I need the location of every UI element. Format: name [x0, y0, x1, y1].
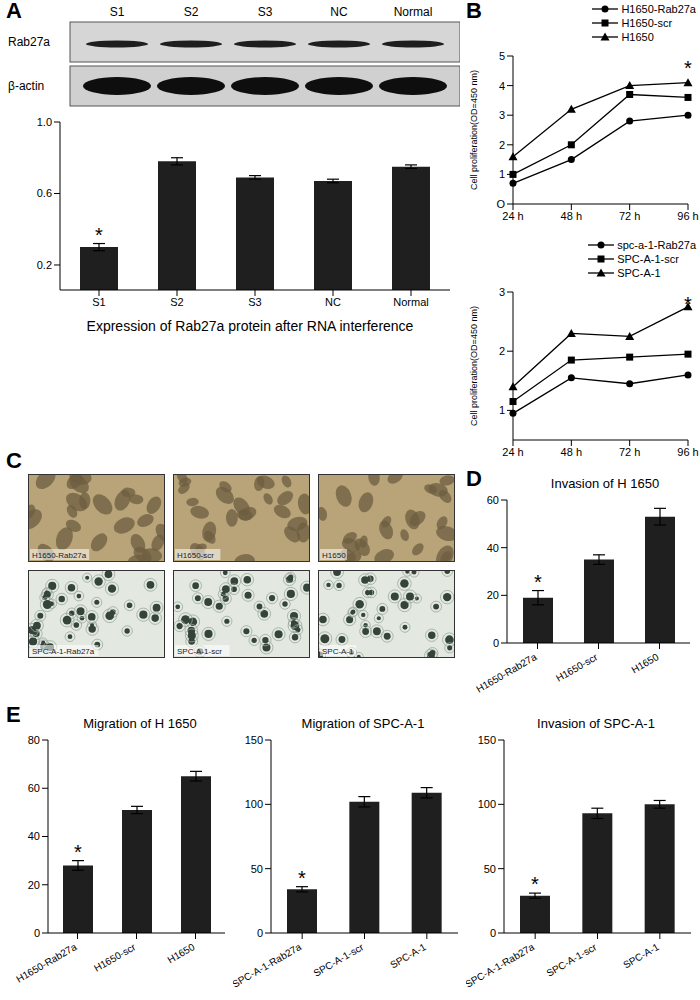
svg-text:24 h: 24 h	[502, 210, 523, 222]
svg-text:H1650-scr: H1650-scr	[92, 941, 138, 974]
svg-text:Rab27a: Rab27a	[8, 35, 50, 49]
svg-text:SPC-A-1-scr: SPC-A-1-scr	[177, 647, 222, 656]
svg-text:0.2: 0.2	[37, 259, 52, 271]
html-text:SPC-A-1: SPC-A-1	[617, 267, 661, 279]
svg-text:100: 100	[478, 798, 496, 810]
svg-text:1: 1	[499, 404, 505, 416]
svg-text:Cell proliferation(OD=450 nm): Cell proliferation(OD=450 nm)	[469, 70, 479, 190]
svg-text:*: *	[74, 841, 82, 863]
svg-text:96 h: 96 h	[677, 210, 692, 222]
svg-text:SPC-A-1-Rab27a: SPC-A-1-Rab27a	[32, 647, 95, 656]
svg-text:2: 2	[499, 139, 505, 151]
svg-text:Normal: Normal	[393, 296, 428, 308]
svg-text:S1: S1	[110, 5, 125, 19]
html-text:Invasion of H 1650: Invasion of H 1650	[550, 476, 660, 491]
svg-text:H1650-Rab27a: H1650-Rab27a	[14, 941, 79, 985]
html-text:H1650-Rab27a: H1650-Rab27a	[621, 3, 696, 15]
html-text:Migration of SPC-A-1: Migration of SPC-A-1	[301, 716, 425, 731]
svg-text:20: 20	[28, 879, 40, 891]
svg-text:72 h: 72 h	[619, 446, 640, 458]
svg-text:SPC-A-1-Rab27a: SPC-A-1-Rab27a	[233, 941, 304, 990]
svg-text:*: *	[95, 224, 103, 246]
svg-text:SPC-A-1: SPC-A-1	[322, 647, 354, 656]
svg-text:5: 5	[499, 50, 505, 62]
svg-text:*: *	[298, 867, 306, 889]
html-text:SPC-A-1-scr: SPC-A-1-scr	[617, 253, 679, 265]
svg-text:48 h: 48 h	[561, 446, 582, 458]
svg-text:β-actin: β-actin	[8, 79, 44, 93]
svg-text:*: *	[684, 293, 692, 315]
svg-text:SPC-A-1: SPC-A-1	[621, 941, 661, 970]
svg-text:80: 80	[28, 734, 40, 746]
svg-text:150: 150	[245, 734, 263, 746]
svg-text:NC: NC	[330, 5, 348, 19]
svg-text:72 h: 72 h	[619, 210, 640, 222]
html-text:H1650: H1650	[621, 31, 654, 43]
svg-text:H1650-scr: H1650-scr	[177, 551, 214, 560]
svg-text:0: 0	[257, 927, 263, 939]
svg-text:H1650: H1650	[629, 651, 660, 675]
html-text:spc-a-1-Rab27a: spc-a-1-Rab27a	[617, 239, 696, 251]
svg-text:3: 3	[499, 109, 505, 121]
svg-text:H1650-Rab27a: H1650-Rab27a	[32, 551, 87, 560]
svg-text:H1650: H1650	[322, 551, 346, 560]
svg-text:1.0: 1.0	[37, 116, 52, 128]
svg-text:SPC-A-1-scr: SPC-A-1-scr	[311, 941, 366, 979]
html-text:Expression of Rab27a protein a: Expression of Rab27a protein after RNA i…	[86, 318, 414, 334]
svg-text:24 h: 24 h	[502, 446, 523, 458]
svg-text:50: 50	[484, 863, 496, 875]
svg-text:O: O	[496, 198, 505, 210]
svg-text:48 h: 48 h	[561, 210, 582, 222]
svg-text:SPC-A-1-scr: SPC-A-1-scr	[544, 941, 599, 979]
svg-text:*: *	[531, 873, 539, 895]
svg-text:S2: S2	[170, 296, 183, 308]
html-text:Migration of H 1650: Migration of H 1650	[83, 716, 197, 731]
svg-text:NC: NC	[325, 296, 341, 308]
svg-text:40: 40	[487, 542, 499, 554]
html-text:E: E	[6, 702, 21, 727]
svg-text:S1: S1	[92, 296, 105, 308]
svg-text:2: 2	[499, 345, 505, 357]
svg-text:0: 0	[34, 927, 40, 939]
svg-text:H1650-Rab27a: H1650-Rab27a	[474, 651, 539, 695]
svg-text:*: *	[684, 57, 692, 79]
svg-text:*: *	[534, 571, 542, 593]
svg-text:0: 0	[490, 927, 496, 939]
svg-text:1: 1	[499, 168, 505, 180]
svg-text:150: 150	[478, 734, 496, 746]
svg-text:SPC-A-1: SPC-A-1	[388, 941, 428, 970]
svg-text:SPC-A-1-Rab27a: SPC-A-1-Rab27a	[466, 941, 537, 990]
svg-text:20: 20	[487, 589, 499, 601]
svg-text:Normal: Normal	[394, 5, 433, 19]
html-text:H1650-scr: H1650-scr	[621, 17, 673, 29]
svg-text:S3: S3	[258, 5, 273, 19]
html-text:Invasion of SPC-A-1: Invasion of SPC-A-1	[537, 716, 655, 731]
svg-text:S2: S2	[184, 5, 199, 19]
html-text:D: D	[466, 466, 482, 491]
svg-text:60: 60	[28, 782, 40, 794]
svg-text:S3: S3	[248, 296, 261, 308]
svg-text:0.6: 0.6	[37, 187, 52, 199]
svg-text:4: 4	[499, 80, 505, 92]
svg-text:Cell proliferation(OD=450 nm): Cell proliferation(OD=450 nm)	[469, 306, 479, 426]
svg-text:3: 3	[499, 286, 505, 298]
svg-text:0: 0	[493, 637, 499, 649]
svg-text:60: 60	[487, 494, 499, 506]
svg-text:100: 100	[245, 798, 263, 810]
html-text:C: C	[6, 448, 22, 473]
svg-text:H1650: H1650	[165, 941, 196, 965]
svg-text:50: 50	[251, 863, 263, 875]
svg-text:H1650-scr: H1650-scr	[554, 651, 600, 684]
svg-text:40: 40	[28, 830, 40, 842]
svg-text:96 h: 96 h	[677, 446, 692, 458]
